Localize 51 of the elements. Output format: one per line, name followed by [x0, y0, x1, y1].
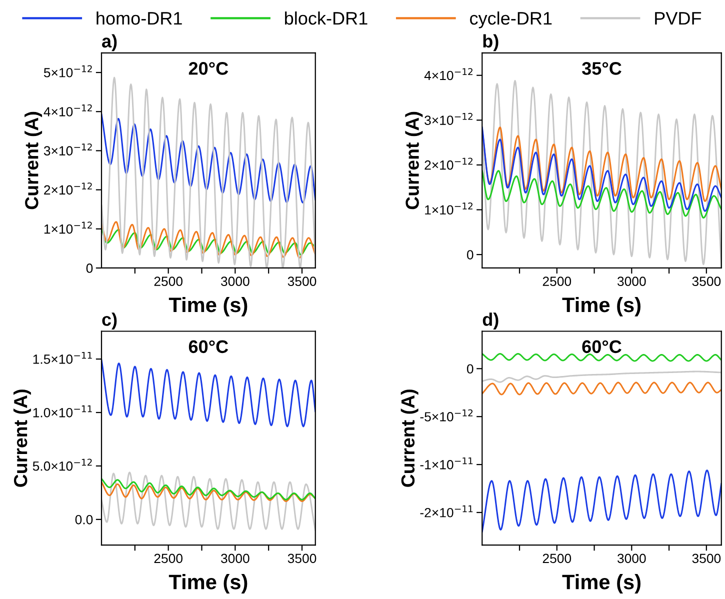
x-axis-title: Time (s) [562, 574, 640, 594]
y-axis-title: Current (A) [24, 112, 42, 210]
y-tick-label: -5×10$^{−12}$ [420, 409, 472, 422]
chart-title: c) [102, 312, 117, 330]
y-tick-label: 2×10$^{−12}$ [424, 158, 472, 170]
legend-label: PVDF [655, 12, 702, 25]
x-tick-label: 2500 [154, 554, 182, 564]
chart-subtitle: 20°C [188, 62, 228, 75]
chart-subtitle: 60°C [188, 340, 228, 354]
x-axis-title: Time (s) [168, 296, 248, 316]
x-tick-label: 3000 [221, 554, 250, 564]
y-tick-label: 2×10$^{−12}$ [44, 182, 92, 195]
x-tick-label: 3000 [617, 554, 646, 564]
chart-subtitle: 60°C [582, 340, 622, 354]
y-tick-label: 1.0×10$^{−11}$ [33, 405, 92, 418]
x-tick-label: 3000 [221, 276, 250, 286]
x-axis-title: Time (s) [168, 574, 248, 594]
y-tick-label: 0.0 [75, 514, 93, 524]
y-axis-title: Current (A) [405, 112, 423, 210]
y-tick-label: 3×10$^{−12}$ [424, 112, 472, 125]
legend-label: homo-DR1 [96, 11, 182, 25]
x-tick-label: 2500 [154, 276, 182, 286]
x-tick-label: 3500 [692, 554, 721, 564]
x-tick-label: 3500 [288, 554, 316, 564]
x-axis-title: Time (s) [562, 296, 640, 316]
y-tick-label: 1×10$^{−12}$ [44, 222, 92, 234]
y-axis-title: Current (A) [13, 390, 31, 487]
y-tick-label: 5.0×10$^{−12}$ [32, 458, 92, 471]
y-tick-label: 0 [466, 250, 474, 260]
y-axis-title: Current (A) [400, 390, 418, 487]
x-tick-label: 3000 [617, 276, 646, 286]
x-tick-label: 2500 [542, 276, 572, 286]
y-tick-label: 4×10$^{−12}$ [424, 68, 472, 80]
y-tick-label: 1×10$^{−12}$ [425, 202, 472, 215]
chart-subtitle: 35°C [582, 62, 622, 75]
y-tick-label: 1.5×10$^{−11}$ [33, 352, 92, 364]
chart-title: a) [102, 34, 117, 52]
x-tick-label: 3500 [692, 276, 721, 286]
x-tick-label: 2500 [542, 554, 572, 564]
y-tick-label: 0 [86, 264, 93, 273]
y-tick-label: 4×10$^{−12}$ [44, 104, 92, 116]
y-tick-label: 3×10$^{−12}$ [44, 143, 92, 156]
y-tick-label: 0 [466, 364, 474, 374]
legend-label: cycle-DR1 [470, 11, 552, 28]
chart-title: b) [483, 34, 498, 52]
y-tick-label: 5×10$^{−12}$ [44, 65, 92, 78]
chart-title: d) [482, 312, 498, 330]
y-tick-label: -2×10$^{−11}$ [420, 505, 473, 518]
y-tick-label: -1×10$^{−11}$ [420, 457, 473, 470]
legend-label: block-DR1 [285, 11, 368, 25]
x-tick-label: 3500 [288, 276, 316, 286]
